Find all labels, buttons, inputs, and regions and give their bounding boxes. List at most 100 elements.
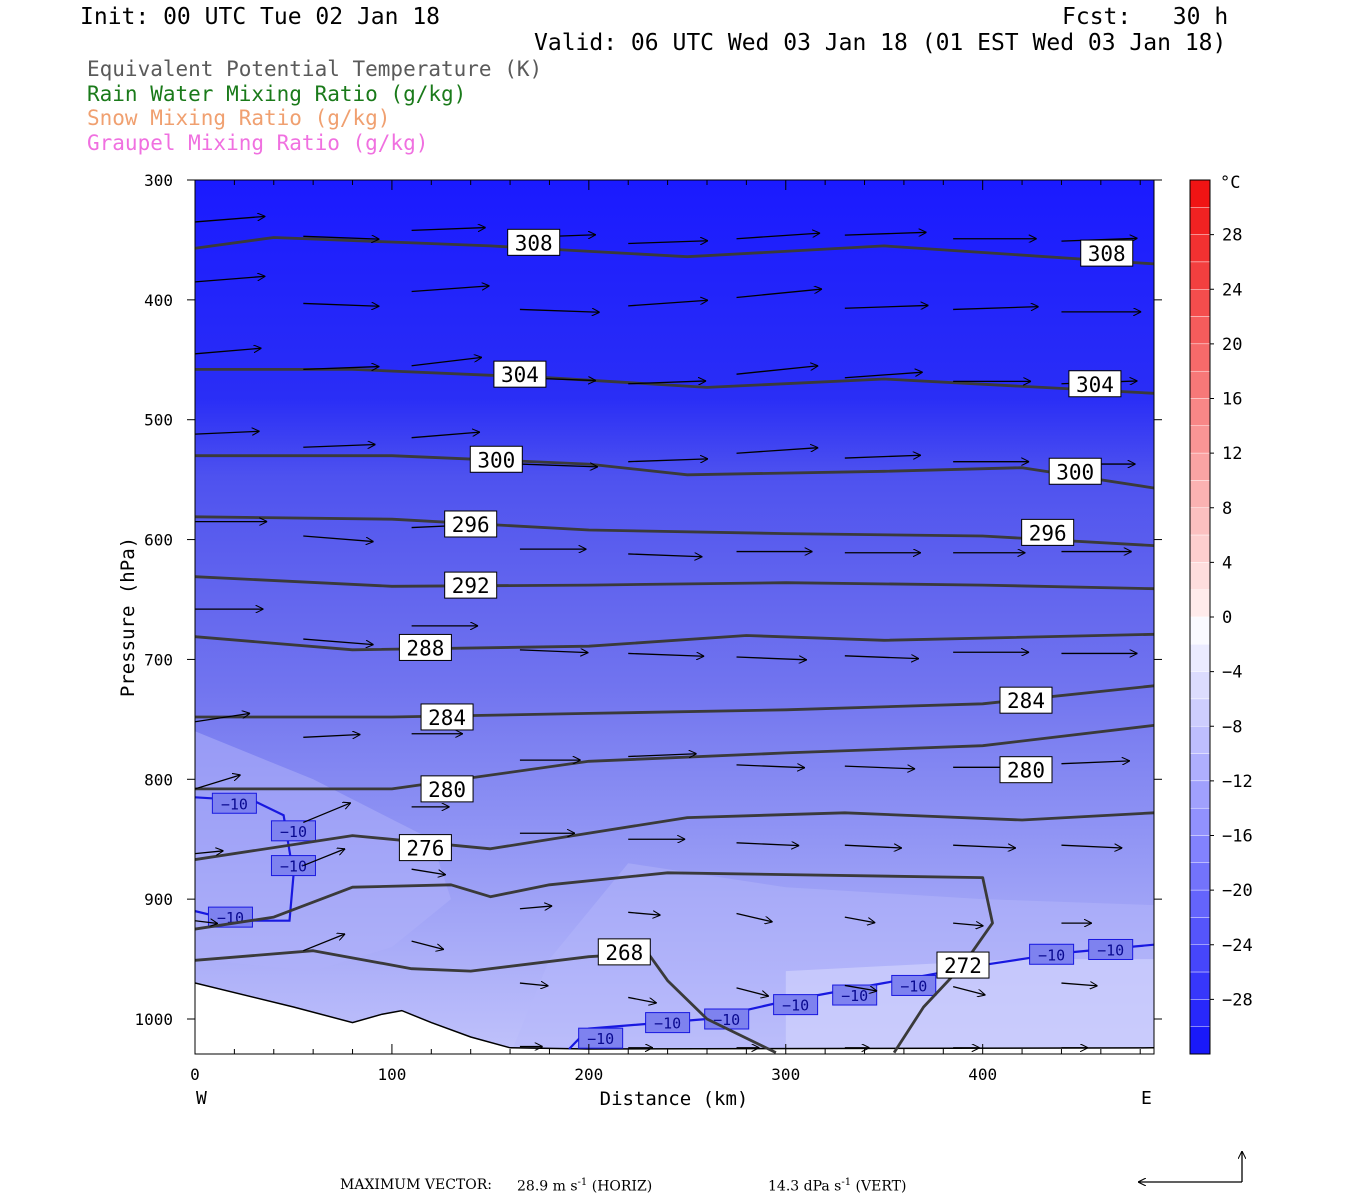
colorbar-tick-label: 24 bbox=[1222, 280, 1242, 300]
colorbar-cell bbox=[1189, 726, 1211, 754]
colorbar-tick-label: −20 bbox=[1222, 881, 1253, 901]
colorbar-tick-label: 20 bbox=[1222, 335, 1242, 355]
theta-e-contour bbox=[195, 632, 1154, 652]
isotherm-label-box bbox=[832, 984, 878, 1006]
theta-e-label-box bbox=[1068, 370, 1122, 398]
isotherm-label-text: −10 bbox=[587, 1030, 614, 1048]
isotherm-label-text: −10 bbox=[782, 997, 809, 1015]
wind-vector bbox=[953, 307, 1039, 310]
theta-e-label-text: 304 bbox=[1076, 373, 1114, 397]
isotherm-label: −10 bbox=[1088, 938, 1134, 960]
theta-e-label-box bbox=[936, 951, 990, 979]
legend-graupel: Graupel Mixing Ratio (g/kg) bbox=[87, 131, 429, 155]
theta-e-label-text: 268 bbox=[605, 941, 643, 965]
legend-theta-e: Equivalent Potential Temperature (K) bbox=[87, 57, 543, 81]
theta-e-label: 288 bbox=[398, 633, 452, 661]
isotherm-label-text: −10 bbox=[900, 977, 927, 995]
max-vert-value: 14.3 dPa s bbox=[768, 1178, 842, 1195]
wind-vector bbox=[736, 448, 819, 454]
wind-vector bbox=[844, 372, 923, 379]
colorbar-cell bbox=[1189, 261, 1211, 290]
colorbar-cell bbox=[1189, 917, 1211, 945]
colorbar-tick-label: 16 bbox=[1222, 390, 1242, 410]
theta-e-label-box bbox=[398, 633, 452, 661]
isotherm-label-box bbox=[578, 1027, 624, 1049]
isotherm-label: −10 bbox=[832, 984, 878, 1006]
isotherm-label: −10 bbox=[773, 994, 819, 1016]
shade-region bbox=[195, 731, 451, 972]
wind-vector bbox=[303, 303, 379, 306]
wind-vector bbox=[303, 638, 373, 645]
colorbar-cell bbox=[1189, 452, 1211, 481]
theta-e-label: 304 bbox=[493, 360, 547, 388]
wind-vector bbox=[1061, 761, 1129, 764]
wind-vector bbox=[411, 357, 482, 367]
wind-vector bbox=[303, 849, 345, 867]
colorbar-cell bbox=[1189, 616, 1211, 645]
colorbar-cell bbox=[1189, 289, 1211, 317]
colorbar-cell bbox=[1189, 944, 1211, 973]
theta-e-contour bbox=[195, 811, 1154, 861]
x-axis-label: Distance (km) bbox=[600, 1088, 749, 1110]
wind-vector bbox=[411, 432, 480, 439]
theta-e-label-box bbox=[999, 686, 1053, 714]
max-vert-vector: 14.3 dPa s-1 (VERT) bbox=[768, 1177, 906, 1195]
wind-vector bbox=[411, 286, 490, 293]
theta-e-label: 284 bbox=[420, 703, 474, 731]
max-vert-unit: (VERT) bbox=[851, 1178, 907, 1195]
theta-e-label-box bbox=[507, 228, 561, 256]
isotherm-label: −10 bbox=[270, 855, 316, 877]
colorbar-unit: °C bbox=[1220, 173, 1240, 193]
colorbar-tick-label: −24 bbox=[1222, 936, 1253, 956]
theta-e-contour bbox=[195, 724, 1154, 791]
theta-e-contour bbox=[195, 368, 1154, 395]
theta-e-label-text: 284 bbox=[428, 706, 466, 730]
wind-vector bbox=[519, 464, 598, 467]
legend-rain: Rain Water Mixing Ratio (g/kg) bbox=[87, 82, 467, 106]
theta-e-label: 308 bbox=[1080, 239, 1134, 267]
wind-vector bbox=[844, 656, 919, 659]
terrain-outline bbox=[195, 982, 1154, 1050]
isotherm-label: −10 bbox=[578, 1027, 624, 1049]
colorbar-cell bbox=[1189, 507, 1211, 536]
colorbar-cell bbox=[1189, 534, 1211, 563]
isotherm-label-text: −10 bbox=[841, 987, 868, 1005]
isotherm-label: −10 bbox=[704, 1008, 750, 1030]
max-horiz-value: 28.9 m s bbox=[517, 1178, 578, 1195]
wind-vector bbox=[844, 766, 915, 769]
max-horiz-vector: 28.9 m s-1 (HORIZ) bbox=[517, 1177, 652, 1195]
wind-vector bbox=[195, 431, 260, 434]
colorbar-cell bbox=[1189, 671, 1211, 700]
colorbar-cell bbox=[1189, 343, 1211, 372]
wind-vector bbox=[736, 233, 821, 240]
isotherm-label-box bbox=[211, 792, 257, 814]
theta-e-label-text: 292 bbox=[452, 574, 490, 598]
colorbar-tick-label: 8 bbox=[1222, 499, 1232, 519]
y-axis-label: Pressure (hPa) bbox=[117, 537, 139, 697]
wind-vector bbox=[844, 455, 921, 458]
wind-vector bbox=[628, 300, 708, 307]
wind-vector bbox=[195, 216, 265, 223]
colorbar-tick-label: −28 bbox=[1222, 990, 1253, 1010]
theta-e-label-text: 308 bbox=[1088, 242, 1126, 266]
colorbar-cell bbox=[1189, 862, 1211, 891]
wind-vector bbox=[519, 309, 600, 312]
wind-vector bbox=[844, 232, 927, 235]
colorbar-cell bbox=[1189, 234, 1211, 263]
wind-vector bbox=[844, 984, 877, 991]
isotherm-label: −10 bbox=[270, 820, 316, 842]
wind-vector bbox=[736, 657, 807, 660]
isotherm-label-box bbox=[645, 1012, 691, 1034]
max-horiz-exponent: -1 bbox=[577, 1177, 588, 1188]
y-tick-label: 900 bbox=[144, 890, 173, 909]
wind-vector bbox=[628, 554, 702, 557]
colorbar-cell bbox=[1189, 889, 1211, 918]
wind-vector bbox=[195, 775, 241, 790]
wind-vector bbox=[1061, 983, 1097, 986]
theta-e-label-box bbox=[597, 938, 651, 966]
theta-e-label: 284 bbox=[999, 686, 1053, 714]
colorbar-cell bbox=[1189, 207, 1211, 235]
theta-e-contour bbox=[195, 575, 1154, 591]
wind-vector bbox=[411, 228, 486, 231]
